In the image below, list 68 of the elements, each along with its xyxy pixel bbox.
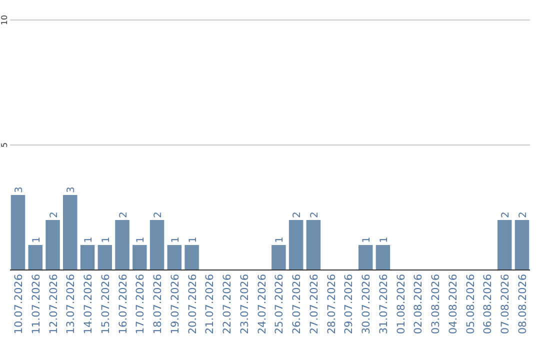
data-label: 2 [518,212,530,218]
x-tick-label: 04.08.2026 [447,274,460,334]
bar [376,245,390,270]
x-tick-label: 05.08.2026 [464,274,477,334]
data-label: 2 [500,212,512,218]
data-label: 1 [31,236,42,243]
x-tick-label: 08.08.2026 [517,274,530,334]
data-label: 1 [84,236,95,243]
x-tick-label: 06.08.2026 [482,274,494,334]
bar [514,220,530,270]
x-tick-label: 15.07.2026 [100,274,112,334]
x-tick-label: 13.07.2026 [65,274,78,334]
bar [132,245,147,270]
bar [498,220,512,270]
x-tick-label: 07.08.2026 [500,274,512,334]
y-tick-label: 5 [0,142,9,148]
data-label: 1 [170,236,182,243]
x-tick-label: 18.07.2026 [152,274,164,334]
bar [63,195,78,270]
y-tick-label: 10 [0,14,9,26]
data-label: 2 [118,212,130,218]
x-tick-label: 14.07.2026 [82,274,95,334]
data-label: 3 [66,186,78,193]
x-tick-label: 16.07.2026 [117,274,130,334]
x-tick-label: 21.07.2026 [204,274,216,334]
data-label: 1 [274,236,286,243]
data-label: 3 [14,186,25,193]
bar [358,245,373,270]
x-tick-label: 27.07.2026 [308,274,320,334]
data-label: 2 [309,212,320,218]
x-tick-label: 20.07.2026 [186,274,199,334]
x-tick-label: 24.07.2026 [256,274,268,334]
data-label: 2 [48,212,60,218]
x-tick-label: 12.07.2026 [48,274,60,334]
bar [272,245,286,270]
bar [167,245,182,270]
bar [288,220,304,270]
x-tick-label: 28.07.2026 [326,274,338,334]
data-label: 1 [362,236,373,243]
bar [80,245,95,270]
x-tick-label: 26.07.2026 [291,274,304,334]
x-tick-label: 19.07.2026 [169,274,182,334]
x-tick-label: 23.07.2026 [238,274,251,334]
x-tick-label: 01.08.2026 [395,274,408,334]
data-label: 2 [292,212,304,218]
bar [98,245,112,270]
data-label: 1 [378,236,390,243]
data-label: 2 [153,212,164,218]
bar [150,220,164,270]
data-label: 1 [188,236,199,243]
x-tick-label: 11.07.2026 [30,274,42,334]
bar [115,220,130,270]
x-tick-label: 10.07.2026 [12,274,25,334]
x-tick-label: 29.07.2026 [343,274,356,334]
bar [184,245,199,270]
x-tick-label: 22.07.2026 [222,274,234,334]
x-tick-label: 02.08.2026 [412,274,425,334]
x-tick-label: 03.08.2026 [430,274,442,334]
bar [46,220,60,270]
x-tick-label: 17.07.2026 [134,274,147,334]
data-label: 1 [136,236,147,243]
x-tick-label: 31.07.2026 [378,274,390,334]
x-tick-label: 25.07.2026 [274,274,286,334]
bar [306,220,321,270]
bar [10,195,26,270]
x-tick-label: 30.07.2026 [360,274,373,334]
bar [28,245,42,270]
data-label: 1 [100,236,112,243]
